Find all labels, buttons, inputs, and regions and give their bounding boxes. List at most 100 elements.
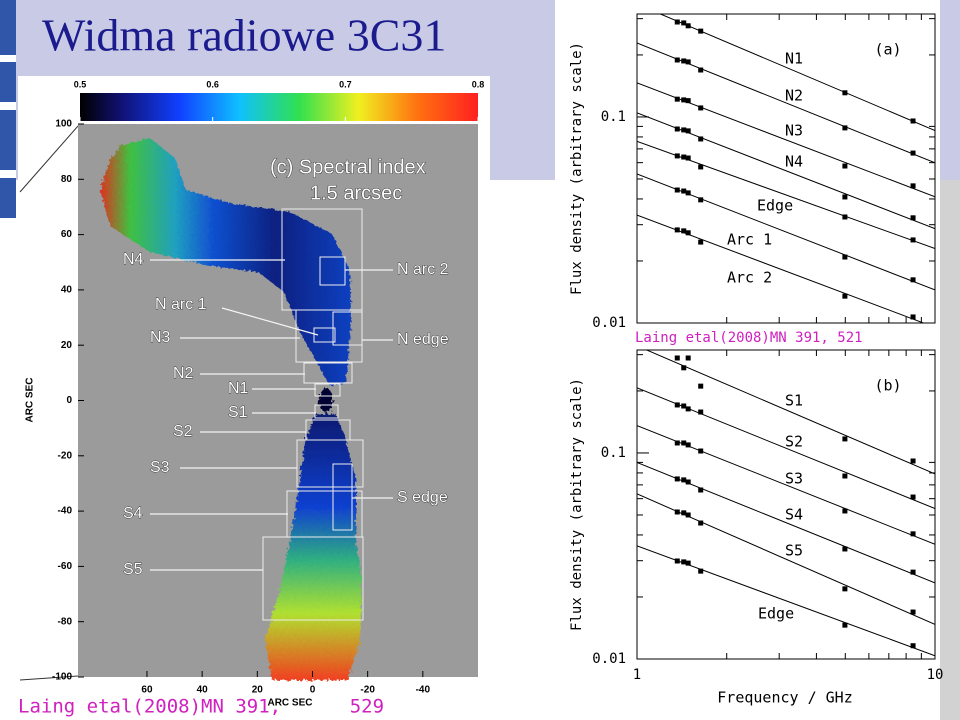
plot-panel — [555, 0, 940, 720]
y-tick-label: 0.1 — [601, 109, 626, 125]
data-point — [685, 190, 691, 196]
data-point — [674, 476, 680, 482]
data-point — [842, 622, 848, 628]
data-point — [674, 96, 680, 102]
x-tick-label: -20 — [360, 685, 375, 696]
data-point — [910, 314, 916, 320]
data-point — [681, 154, 687, 160]
data-point — [842, 508, 848, 514]
panel-label: (b) — [874, 377, 901, 395]
x-tick-label: 0 — [310, 685, 316, 696]
data-point — [681, 127, 687, 133]
region-label: S3 — [150, 459, 170, 476]
region-label: N1 — [228, 380, 249, 397]
data-point — [842, 90, 848, 96]
data-point — [910, 215, 916, 221]
y-tick-label: 0.01 — [592, 315, 626, 331]
map-subtitle: 1.5 arcsec — [310, 182, 402, 204]
data-point — [681, 403, 687, 409]
data-point — [698, 164, 704, 170]
series-label: S5 — [785, 542, 803, 560]
region-label: N2 — [173, 365, 194, 382]
data-point — [910, 237, 916, 243]
data-point — [685, 59, 691, 65]
data-point — [674, 227, 680, 233]
y-tick-label: -100 — [52, 672, 72, 683]
y-axis-label: ARC SEC — [25, 377, 36, 422]
side-strip — [940, 180, 960, 720]
data-point — [910, 458, 916, 464]
series-label: N3 — [785, 122, 803, 140]
x-axis-label: ARC SEC — [267, 698, 312, 709]
data-point — [698, 568, 704, 574]
slide-title: Widma radiowe 3C31 — [42, 10, 446, 61]
data-point — [681, 440, 687, 446]
data-point — [910, 531, 916, 537]
data-point — [698, 487, 704, 493]
series-label: N2 — [785, 87, 803, 105]
data-point — [910, 277, 916, 283]
series-label: Edge — [757, 197, 793, 215]
region-label: N arc 1 — [155, 296, 207, 313]
series-label: Arc 2 — [727, 269, 772, 287]
x-tick-label: 60 — [141, 685, 153, 696]
data-point — [685, 23, 691, 29]
data-point — [681, 365, 687, 371]
data-point — [674, 187, 680, 193]
y-tick-label: 0.01 — [592, 651, 626, 667]
data-point — [681, 188, 687, 194]
y-axis-label: Flux density (arbitrary scale) — [569, 378, 585, 631]
caption: Laing etal(2008)MN 391, 529 — [18, 696, 384, 718]
zoom-line — [19, 125, 79, 193]
data-point — [698, 28, 704, 34]
data-point — [685, 479, 691, 485]
plot-frame — [636, 349, 936, 660]
data-point — [842, 436, 848, 442]
data-point — [674, 126, 680, 132]
y-tick-label: 0 — [66, 395, 72, 406]
data-point — [674, 402, 680, 408]
data-point — [681, 477, 687, 483]
region-label: S4 — [123, 505, 143, 522]
data-point — [698, 520, 704, 526]
region-label: N4 — [123, 251, 144, 268]
region-boxes — [262, 208, 364, 621]
data-point — [681, 20, 687, 26]
data-point — [842, 586, 848, 592]
leader-line — [221, 307, 319, 336]
y-tick-label: 80 — [61, 174, 73, 185]
plot-frame — [636, 13, 936, 324]
series-label: Arc 1 — [727, 231, 772, 249]
data-point — [842, 473, 848, 479]
x-tick-label: 1 — [633, 667, 641, 683]
data-point — [910, 494, 916, 500]
data-point — [674, 19, 680, 25]
data-point — [910, 643, 916, 649]
data-point — [674, 440, 680, 446]
region-label: S5 — [123, 561, 143, 578]
data-point — [842, 293, 848, 299]
data-point — [910, 150, 916, 156]
jet — [100, 138, 362, 680]
region-label: N3 — [150, 329, 171, 346]
y-tick-label: 60 — [61, 229, 73, 240]
data-point — [698, 136, 704, 142]
y-tick-label: 100 — [55, 119, 72, 130]
data-point — [685, 355, 691, 361]
y-axis-label: Flux density (arbitrary scale) — [569, 42, 585, 295]
data-point — [681, 58, 687, 64]
colorbar-tick-label: 0.8 — [472, 79, 485, 89]
data-point — [698, 409, 704, 415]
data-point — [685, 155, 691, 161]
fit-line — [645, 350, 935, 475]
data-point — [685, 406, 691, 412]
colorbar-tick-label: 0.7 — [339, 79, 352, 89]
data-point — [685, 442, 691, 448]
series-label: N1 — [785, 50, 803, 68]
series-label: Edge — [758, 605, 794, 623]
y-tick-label: 40 — [61, 285, 73, 296]
data-point — [685, 560, 691, 566]
x-tick-label: -40 — [416, 685, 431, 696]
left-blocks — [0, 0, 16, 218]
